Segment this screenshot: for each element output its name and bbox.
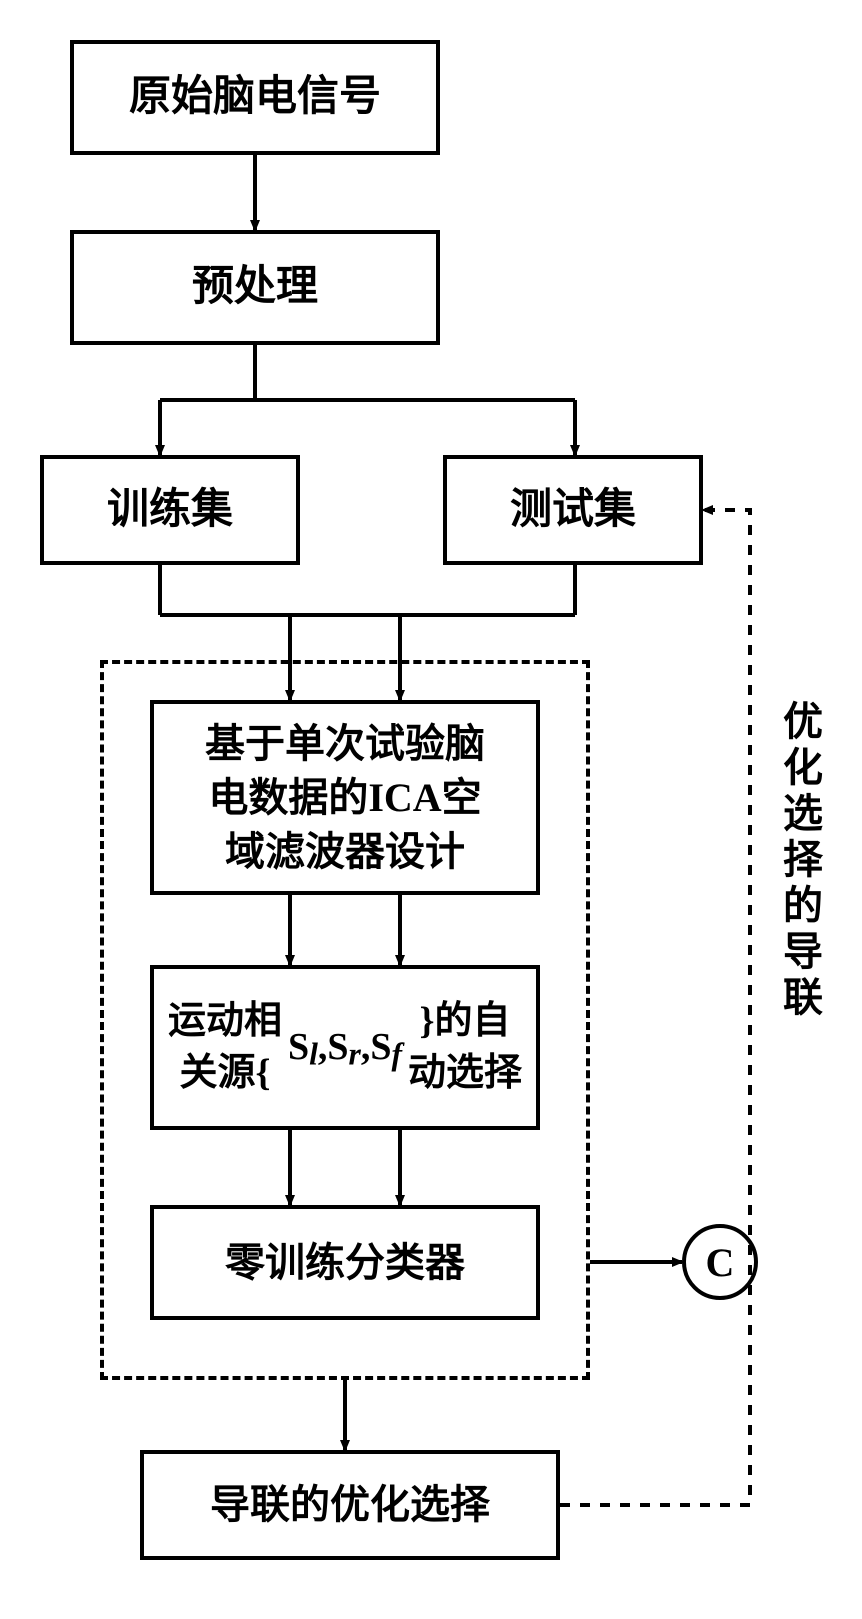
node-preprocess: 预处理: [70, 230, 440, 345]
node-lead-optimize: 导联的优化选择: [140, 1450, 560, 1560]
feedback-label: 优化选择的导联: [770, 700, 828, 1022]
node-output-c: C: [682, 1224, 758, 1300]
dashed-group: [100, 660, 590, 1380]
node-raw-eeg: 原始脑电信号: [70, 40, 440, 155]
node-test-set: 测试集: [443, 455, 703, 565]
node-train-set: 训练集: [40, 455, 300, 565]
